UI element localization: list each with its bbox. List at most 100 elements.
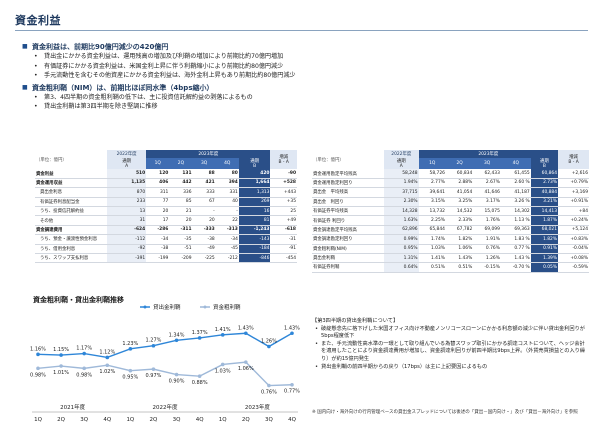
cell-b: 0.05% <box>530 262 559 273</box>
row-label: 資金調達費用 <box>35 224 107 236</box>
x-tick-label: 2Q <box>242 417 250 423</box>
table-row: 貸出金利鞘 1.31% 1.41% 1.43% 1.26% 1.43 % 1.39% +0.0… <box>312 253 589 264</box>
bullet-main: 資金粗利鞘（NIM）は、前期比ほぼ同水準（4bps縮小） <box>22 83 592 93</box>
cell-quarter: 2.88% <box>445 178 474 189</box>
diff-label: 増減 <box>279 155 289 161</box>
cell-a: 31 <box>107 215 147 226</box>
cell-quarter: 85 <box>169 197 193 207</box>
cell-b: 1,313 <box>238 187 271 198</box>
x-tick-label: 3Q <box>265 417 273 423</box>
data-point <box>82 351 86 356</box>
cell-quarter: 39,641 <box>418 187 446 198</box>
data-label: 1.01% <box>53 370 69 376</box>
cell-quarter: -311 <box>169 224 193 236</box>
col-b-header: 通期 B <box>238 158 271 170</box>
year-cur-header: 2023年度 <box>146 150 271 159</box>
cell-quarter: 13,732 <box>418 206 446 217</box>
x-tick-label: 4Q <box>196 417 204 423</box>
cell-a: 2.30% <box>384 197 419 207</box>
cell-diff: +528 <box>270 177 297 189</box>
quarter-header: 4Q <box>500 158 531 170</box>
table-row: 資金運用収益 1,135 406 442 421 394 1,664 +528 <box>35 177 297 189</box>
legend-label: 資金粗利鞘 <box>213 303 241 311</box>
cell-quarter: 336 <box>169 187 193 198</box>
cell-diff: -31 <box>270 234 297 245</box>
cell-a: 1.94% <box>384 178 419 189</box>
data-point <box>82 366 86 371</box>
cell-a: 1,135 <box>107 177 147 189</box>
cell-quarter: 1.91% <box>473 234 501 245</box>
cell-a: 0.99% <box>384 234 419 245</box>
bullet-sub: 貸出金にかかる資金利益は、運用残高の増加及び利鞘の増加により前期比約70億円増加 <box>22 52 592 62</box>
cell-quarter: 69,099 <box>473 225 501 236</box>
cell-quarter: -212 <box>215 253 239 264</box>
cell-b: -1,243 <box>238 224 271 236</box>
cell-quarter: 67,782 <box>445 225 474 236</box>
cell-quarter: 77 <box>146 197 170 207</box>
data-label: 1.23% <box>122 341 138 347</box>
table-row: 有価証券 利回り 1.63% 2.25% 2.33% 1.76% 1.13 % 1.87% +… <box>312 215 589 226</box>
data-label: 1.15% <box>53 347 69 353</box>
cell-b: 1.39% <box>530 253 559 264</box>
cell-a: 1.31% <box>384 253 419 264</box>
cell-quarter: -286 <box>146 224 170 236</box>
header-row-1: （単位：億円） 2022年度 2023年度 増減 B - A <box>312 150 589 170</box>
cell-b: 60,864 <box>530 169 559 179</box>
col-a-header: 通期 A <box>384 158 419 170</box>
legend-marker <box>143 305 147 309</box>
header-row-2: 通期 A 1Q 2Q 3Q 4Q 通期 B <box>312 158 589 170</box>
cell-a: 1.63% <box>384 215 419 226</box>
bullet-sub: 手元流動性を含むその他資産にかかる資金利益は、海外金利上昇もあり前期比約80億円… <box>22 71 592 81</box>
row-label: 有価証券利鞘 <box>312 262 384 273</box>
cell-quarter: 120 <box>146 169 170 179</box>
cell-quarter: 0.76% <box>473 244 501 254</box>
cell-b: 1.82% <box>530 234 559 245</box>
header-row-1: （単位：億円） 2022年度 2023年度 増減 B - A <box>35 150 297 170</box>
row-label: 資金調達勘定利回り <box>312 234 384 245</box>
cell-quarter: 20 <box>169 215 193 226</box>
cell-quarter: 1.74% <box>418 234 446 245</box>
data-label: 0.98% <box>30 372 46 378</box>
data-label: 0.98% <box>76 372 92 378</box>
data-label: 0.90% <box>169 379 185 385</box>
col-a-sub: A <box>399 164 403 170</box>
quarter-header: 3Q <box>192 158 216 170</box>
year-label: 2021年度 <box>60 403 85 411</box>
cell-quarter: 20 <box>146 206 170 217</box>
cell-quarter: 17 <box>146 215 170 226</box>
cell-quarter: 331 <box>215 187 239 198</box>
cell-diff: +0.24% <box>558 215 589 226</box>
cell-a: -624 <box>107 224 147 236</box>
cell-quarter: 3.15% <box>418 197 446 207</box>
series-line <box>37 332 293 359</box>
cell-quarter: 3.25% <box>445 197 474 207</box>
cell-b: 269 <box>238 197 271 207</box>
data-point <box>105 355 110 360</box>
cell-b: 3.21% <box>530 197 559 207</box>
quarter-header: 2Q <box>445 158 474 170</box>
cell-quarter: 1.43% <box>445 253 474 264</box>
data-label: 1.17% <box>76 346 92 352</box>
cell-a: 14,328 <box>384 206 419 217</box>
data-point <box>151 343 156 348</box>
table-row: 資金調達勘定利回り 0.99% 1.74% 1.82% 1.91% 1.83 % 1.82%… <box>312 234 589 245</box>
diff-sub: B - A <box>568 160 579 166</box>
cell-a: 37,715 <box>384 187 419 198</box>
legend-label: 貸出金利鞘 <box>153 303 181 311</box>
cell-quarter: -0.70 % <box>500 262 531 273</box>
row-label: 貸出金 平均残高 <box>312 187 384 198</box>
page-title: 資金利益 <box>15 14 61 27</box>
cell-quarter: -45 <box>215 244 239 254</box>
table-row: その他 31 17 20 20 22 81 +49 <box>35 215 297 226</box>
cell-quarter: -0.15% <box>473 262 501 273</box>
note-item: 貸出金利鞘の前四半期からの戻り（17bps）は主に上記要因によるもの <box>312 364 589 372</box>
cell-diff: +5,124 <box>558 225 589 236</box>
col-b-sub: B <box>253 164 257 170</box>
data-point <box>105 363 110 368</box>
data-label: 1.26% <box>261 339 277 345</box>
cell-quarter: 60,834 <box>445 169 474 179</box>
cell-quarter: 1.06% <box>445 244 474 254</box>
cell-b: -143 <box>238 234 271 245</box>
cell-quarter: 1.26% <box>473 253 501 264</box>
x-tick-label: 1Q <box>34 417 42 423</box>
